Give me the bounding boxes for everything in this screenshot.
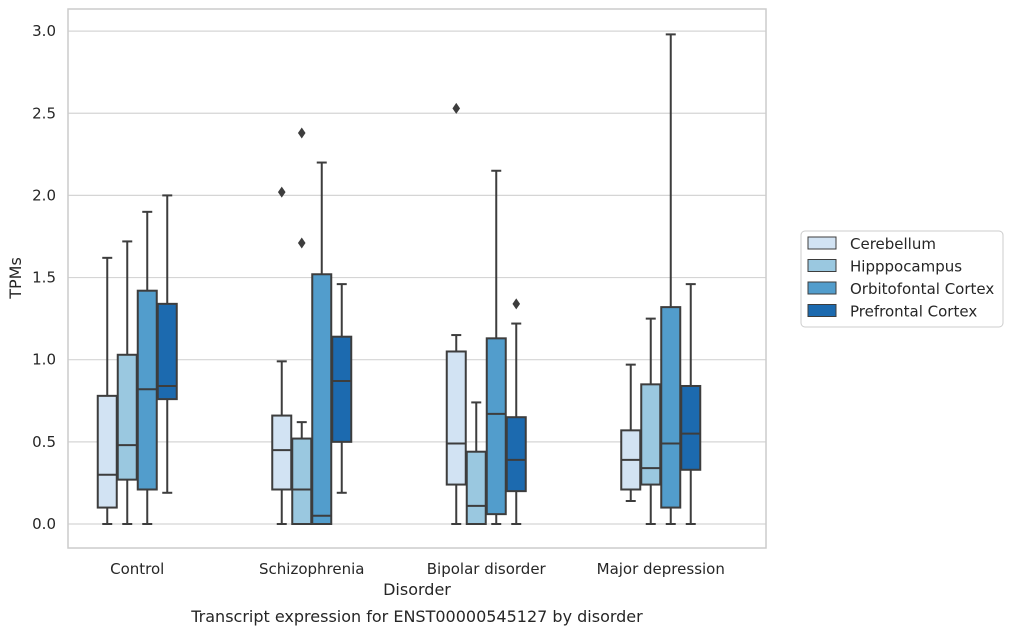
legend-item: Prefrontal Cortex <box>807 303 977 321</box>
x-tick-label: Bipolar disorder <box>427 560 547 578</box>
legend-swatch <box>807 304 837 317</box>
x-tick-label: Schizophrenia <box>259 560 364 578</box>
y-tick-label: 0.5 <box>32 433 56 451</box>
legend-swatch <box>807 236 837 250</box>
series-hipppocampus <box>116 127 662 526</box>
outlier-point <box>452 102 461 114</box>
legend-swatch <box>807 281 837 295</box>
chart-caption: Transcript expression for ENST0000054512… <box>190 607 643 626</box>
box-control <box>136 210 158 525</box>
series-orbitofontal-cortex <box>136 33 682 525</box>
box-bipolar-disorder <box>445 102 467 525</box>
box-schizophrenia <box>271 186 293 525</box>
iqr-box <box>96 394 118 509</box>
x-axis-label: Disorder <box>383 580 451 599</box>
box-bipolar-disorder <box>505 298 527 525</box>
legend-frame <box>800 230 1004 328</box>
legend-item: Hipppocampus <box>807 258 962 276</box>
iqr-box <box>311 273 333 525</box>
legend-swatch <box>807 259 837 272</box>
box-schizophrenia <box>331 283 353 494</box>
box-schizophrenia <box>291 127 313 525</box>
box-bipolar-disorder <box>485 169 507 525</box>
legend-label: Prefrontal Cortex <box>850 303 977 321</box>
outlier-point <box>297 237 306 249</box>
x-axis-ticks: Control Schizophrenia Bipolar disorder Majo… <box>110 560 725 578</box>
plot-area-frame <box>67 8 767 549</box>
iqr-box <box>640 383 662 486</box>
y-tick-label: 1.0 <box>32 351 56 369</box>
y-tick-label: 0.0 <box>32 515 56 533</box>
iqr-box <box>271 414 293 491</box>
box-series <box>96 33 702 526</box>
legend: Cerebellum Hipppocampus Orbitofontal Corte… <box>800 230 1004 328</box>
y-tick-label: 3.0 <box>32 22 56 40</box>
iqr-box <box>156 302 178 401</box>
box-major-depression <box>640 317 662 525</box>
grid-lines <box>68 30 766 525</box>
outlier-point <box>297 127 306 139</box>
box-control <box>96 256 118 525</box>
box-schizophrenia <box>311 161 333 525</box>
x-tick-label: Major depression <box>597 560 725 578</box>
series-cerebellum <box>96 102 642 525</box>
iqr-box <box>680 384 702 471</box>
iqr-box <box>505 416 527 493</box>
y-tick-label: 2.5 <box>32 104 56 122</box>
legend-item: Cerebellum <box>807 235 936 253</box>
y-tick-label: 1.5 <box>32 269 56 287</box>
iqr-box <box>291 437 313 525</box>
y-axis-ticks: 0.0 0.5 1.0 1.5 2.0 2.5 3.0 <box>32 22 56 533</box>
y-tick-label: 2.0 <box>32 186 56 204</box>
iqr-box <box>445 350 467 486</box>
y-axis-label: TPMs <box>6 257 25 300</box>
iqr-box <box>660 306 682 509</box>
series-prefrontal-cortex <box>156 194 702 525</box>
outlier-point <box>512 298 521 310</box>
legend-item: Orbitofontal Cortex <box>807 280 994 298</box>
x-tick-label: Control <box>110 560 164 578</box>
box-bipolar-disorder <box>465 401 487 526</box>
outlier-point <box>277 186 286 198</box>
iqr-box <box>331 335 353 443</box>
box-major-depression <box>620 363 642 502</box>
legend-label: Cerebellum <box>850 235 936 253</box>
legend-label: Hipppocampus <box>850 258 962 276</box>
box-control <box>116 240 138 525</box>
box-major-depression <box>680 283 702 525</box>
box-control <box>156 194 178 494</box>
iqr-box <box>485 337 507 516</box>
legend-label: Orbitofontal Cortex <box>850 280 994 298</box>
iqr-box <box>116 353 138 481</box>
box-major-depression <box>660 33 682 525</box>
iqr-box <box>465 450 487 526</box>
